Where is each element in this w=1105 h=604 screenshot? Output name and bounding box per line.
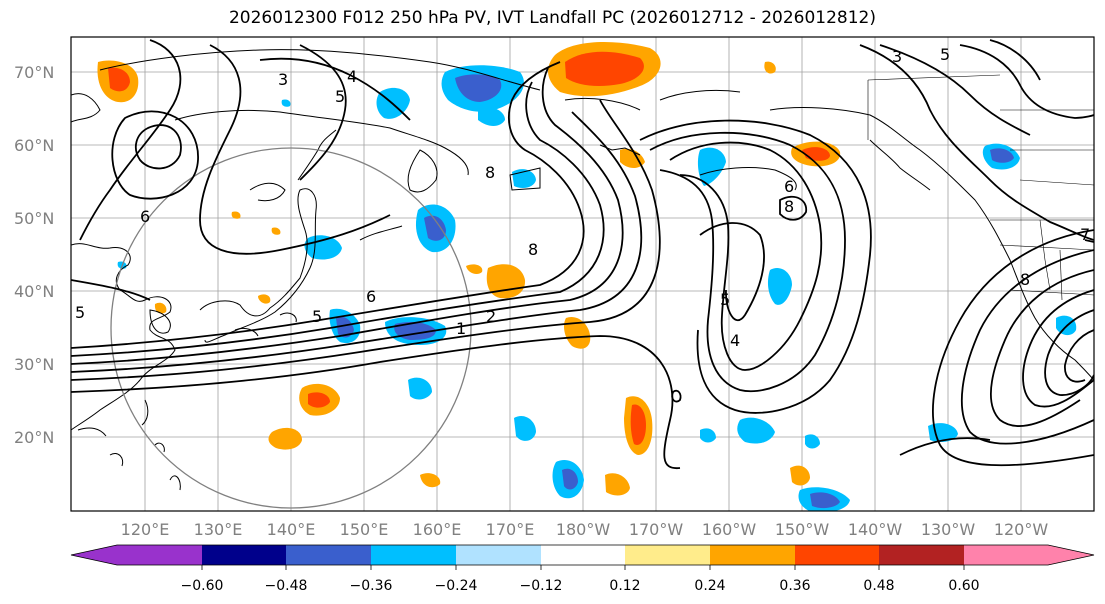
contour-label: 6 xyxy=(140,207,150,226)
colorbar-segment xyxy=(286,545,372,565)
colorbar-tick-label: 0.24 xyxy=(694,578,725,594)
colorbar-tick-label: 0.60 xyxy=(948,578,979,594)
lon-label: 130°E xyxy=(194,520,243,539)
lat-label: 30°N xyxy=(14,355,54,374)
contour-label: 5 xyxy=(312,307,322,326)
colorbar-segment xyxy=(202,545,287,565)
contour-labels: 3 4 5 6 8 1 2 5 6 6 8 5 4 5 3 5 8 8 7 xyxy=(75,45,1090,350)
lon-label: 130°W xyxy=(921,520,976,539)
colorbar-extend-left xyxy=(71,545,117,565)
contour-label: 8 xyxy=(784,197,794,216)
map-area xyxy=(71,37,1094,511)
colorbar-tick-label: 0.48 xyxy=(863,578,894,594)
lon-label: 180°W xyxy=(556,520,611,539)
colorbar-outline xyxy=(70,544,1095,566)
lon-label: 140°W xyxy=(848,520,903,539)
colorbar-tick-label: −0.48 xyxy=(265,578,308,594)
canada-borders xyxy=(1000,109,1094,186)
contour-label: 4 xyxy=(347,67,357,86)
contour-label: 2 xyxy=(486,307,496,326)
colorbar: −0.60 −0.48 −0.36 −0.24 −0.12 0.12 0.24 … xyxy=(70,544,1095,594)
lat-label: 60°N xyxy=(14,136,54,155)
longitude-labels: 120°E 130°E 140°E 150°E 160°E 170°E 180°… xyxy=(121,520,1049,539)
lat-label: 70°N xyxy=(14,63,54,82)
contour-label: 1 xyxy=(456,319,466,338)
lon-label: 170°E xyxy=(486,520,535,539)
landfall-circle xyxy=(110,147,472,509)
lat-label: 20°N xyxy=(14,428,54,447)
colorbar-tick-label: 0.36 xyxy=(779,578,810,594)
colorbar-tick-label: −0.60 xyxy=(181,578,224,594)
lat-label: 50°N xyxy=(14,209,54,228)
lon-label: 120°W xyxy=(994,520,1049,539)
contour-label: 5 xyxy=(720,290,730,309)
contour-label: 8 xyxy=(528,240,538,259)
colorbar-segment xyxy=(964,545,1049,565)
pv-positive-shading xyxy=(97,42,841,496)
contour-label: 5 xyxy=(940,45,950,64)
colorbar-segment xyxy=(625,545,711,565)
coastlines xyxy=(71,49,1094,491)
contour-label: 8 xyxy=(485,163,495,182)
colorbar-segment xyxy=(117,545,203,565)
colorbar-tick-label: 0.12 xyxy=(609,578,640,594)
contour-label: 6 xyxy=(784,177,794,196)
colorbar-segment xyxy=(456,545,542,565)
lon-label: 150°E xyxy=(340,520,389,539)
pv-contours xyxy=(71,39,1094,469)
colorbar-segment xyxy=(710,545,796,565)
contour-label: 6 xyxy=(366,287,376,306)
lon-label: 160°W xyxy=(702,520,757,539)
colorbar-tick-label: −0.36 xyxy=(350,578,393,594)
colorbar-tick-label: −0.24 xyxy=(435,578,478,594)
contour-label: 5 xyxy=(335,87,345,106)
map-border xyxy=(70,36,1095,512)
lon-label: 140°E xyxy=(267,520,316,539)
contour-label: 5 xyxy=(75,303,85,322)
colorbar-ticks xyxy=(201,565,965,570)
contour-label: 7 xyxy=(1080,225,1090,244)
latitude-labels: 70°N 60°N 50°N 40°N 30°N 20°N xyxy=(14,63,54,447)
contour-label: 3 xyxy=(278,70,288,89)
colorbar-tick-label: −0.12 xyxy=(520,578,563,594)
contour-label: 8 xyxy=(1020,270,1030,289)
colorbar-segment xyxy=(541,545,626,565)
colorbar-extend-right xyxy=(1048,545,1094,565)
lat-label: 40°N xyxy=(14,282,54,301)
lon-label: 150°W xyxy=(775,520,830,539)
lon-label: 170°W xyxy=(629,520,684,539)
pv-negative-shading xyxy=(117,65,1077,511)
contour-label: 3 xyxy=(892,47,902,66)
colorbar-segment xyxy=(879,545,965,565)
colorbar-segment xyxy=(371,545,457,565)
chart-title: 2026012300 F012 250 hPa PV, IVT Landfall… xyxy=(228,8,876,28)
lon-label: 160°E xyxy=(413,520,462,539)
lon-label: 120°E xyxy=(121,520,170,539)
contour-label: 4 xyxy=(730,331,740,350)
colorbar-segment xyxy=(795,545,880,565)
